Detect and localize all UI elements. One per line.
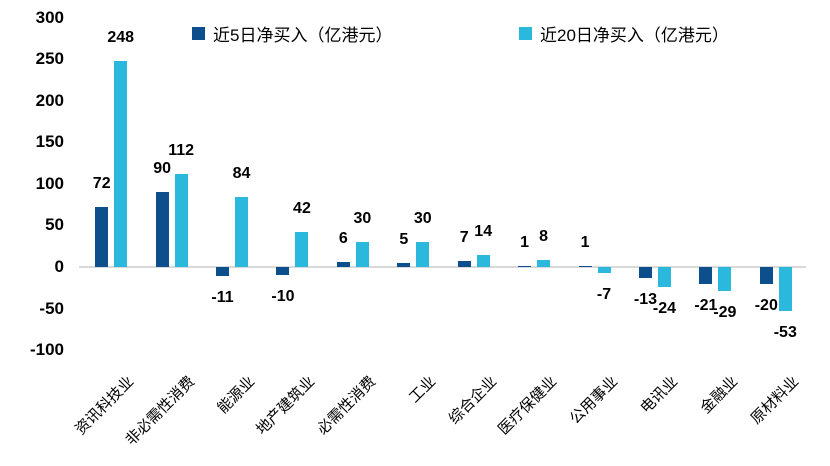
y-tick-label: 150 bbox=[35, 132, 64, 152]
bar-5day bbox=[276, 267, 290, 276]
value-label: -20 bbox=[754, 296, 778, 314]
value-label: -29 bbox=[713, 304, 737, 322]
bar-5day bbox=[216, 267, 230, 277]
legend-label-5day: 近5日净买入（亿港元） bbox=[213, 25, 393, 45]
x-category-label-text: 综合企业 bbox=[445, 373, 500, 428]
bar-5day bbox=[336, 262, 350, 267]
value-label: 112 bbox=[168, 141, 195, 159]
value-label: -11 bbox=[211, 289, 234, 307]
bar-20day bbox=[476, 255, 490, 267]
legend-label-20day: 近20日净买入（亿港元） bbox=[540, 25, 729, 45]
value-label: -10 bbox=[271, 288, 295, 306]
bar-20day bbox=[778, 267, 792, 312]
value-label: -24 bbox=[652, 299, 677, 317]
legend-swatch-20day-icon bbox=[519, 26, 532, 40]
x-category-label-text: 必需性消费 bbox=[313, 373, 380, 439]
value-label: 14 bbox=[474, 223, 493, 241]
bar-20day bbox=[657, 267, 671, 287]
legend-swatch-5day-icon bbox=[192, 26, 205, 40]
bar-5day bbox=[95, 207, 109, 267]
bar-5day bbox=[155, 192, 169, 267]
value-label: -7 bbox=[596, 285, 612, 303]
bar-5day bbox=[397, 262, 411, 267]
y-tick-label: 50 bbox=[45, 215, 64, 235]
value-label: 1 bbox=[580, 234, 590, 251]
value-label: 90 bbox=[153, 160, 172, 178]
value-label: 42 bbox=[293, 200, 311, 218]
value-label: 84 bbox=[232, 165, 251, 183]
bar-20day bbox=[718, 267, 732, 292]
legend-item-20day: 近20日净买入（亿港元） bbox=[519, 22, 729, 45]
bar-20day bbox=[355, 242, 369, 267]
value-label: 248 bbox=[107, 28, 135, 46]
value-label: 8 bbox=[539, 228, 549, 246]
x-category-label-text: 电讯业 bbox=[637, 373, 682, 417]
value-label: -53 bbox=[773, 324, 797, 342]
bar-20day bbox=[235, 197, 249, 267]
x-category-label-text: 公用事业 bbox=[566, 373, 621, 428]
value-label: 1 bbox=[520, 234, 530, 251]
x-category-label-text: 原材料业 bbox=[747, 373, 802, 428]
y-tick-label: 300 bbox=[35, 7, 64, 27]
value-label: -13 bbox=[633, 290, 658, 308]
value-label: 72 bbox=[92, 175, 111, 193]
x-category-label-text: 地产建筑业 bbox=[253, 373, 319, 439]
x-category-label-text: 工业 bbox=[406, 373, 440, 407]
x-category-label-text: 能源业 bbox=[214, 373, 259, 417]
bar-5day bbox=[578, 266, 592, 267]
x-category-label-text: 医疗保健业 bbox=[495, 373, 561, 439]
y-tick-label: -100 bbox=[29, 340, 64, 360]
y-tick-label: 0 bbox=[54, 257, 64, 276]
bar-20day bbox=[114, 60, 128, 267]
bar-20day bbox=[537, 260, 551, 267]
bar-20day bbox=[174, 173, 188, 267]
bar-20day bbox=[295, 232, 309, 267]
zero-axis-line bbox=[79, 266, 806, 268]
bar-20day bbox=[597, 267, 611, 273]
y-tick-label: 100 bbox=[35, 173, 64, 193]
bar-5day bbox=[518, 266, 532, 267]
y-tick-label: 200 bbox=[35, 90, 64, 110]
value-label: 5 bbox=[399, 230, 409, 248]
y-tick-label: -50 bbox=[39, 298, 64, 318]
value-label: 30 bbox=[413, 210, 432, 228]
bar-5day bbox=[638, 267, 652, 278]
bar-20day bbox=[416, 242, 430, 267]
value-label: -21 bbox=[694, 297, 718, 315]
bar-5day bbox=[699, 267, 713, 285]
value-label: 6 bbox=[338, 230, 348, 247]
y-tick-label: 250 bbox=[35, 49, 64, 69]
bar-5day bbox=[457, 261, 471, 267]
value-label: 7 bbox=[459, 229, 469, 247]
legend-item-5day: 近5日净买入（亿港元） bbox=[192, 22, 393, 45]
value-label: 30 bbox=[353, 210, 372, 228]
x-category-label-text: 金融业 bbox=[697, 373, 742, 417]
bar-5day bbox=[759, 267, 773, 284]
